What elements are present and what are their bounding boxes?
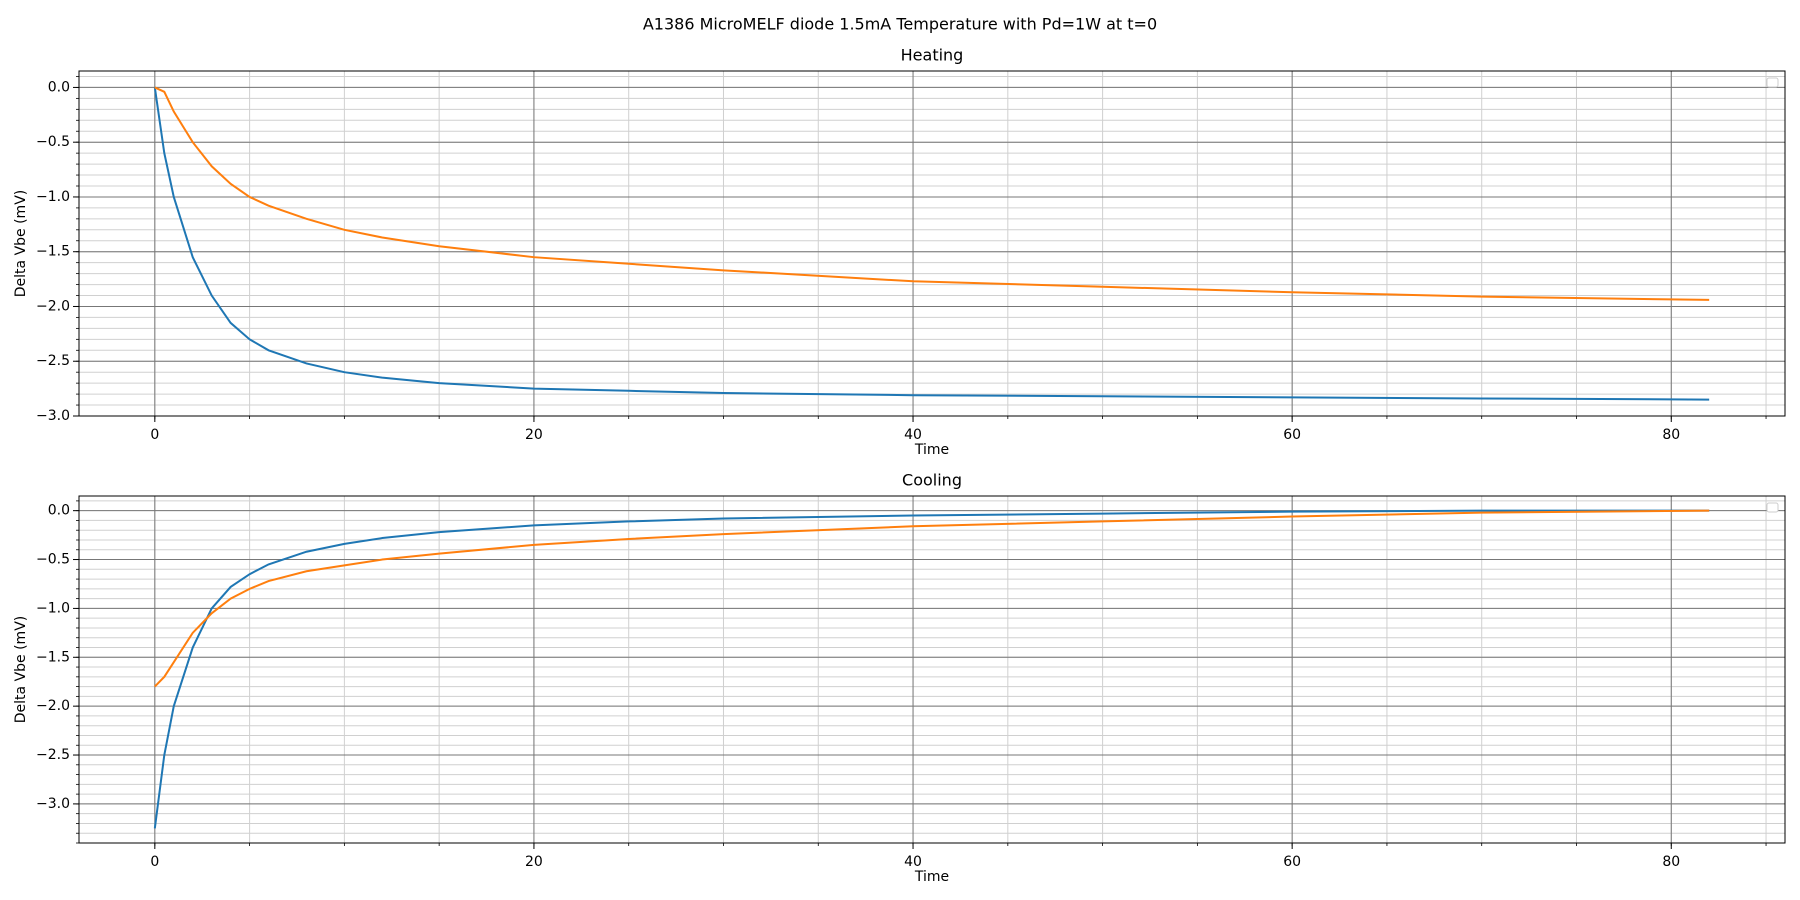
y-tick-label: −2.0 (36, 298, 70, 314)
y-tick-label: −2.5 (36, 353, 70, 369)
y-tick-label: −1.5 (36, 649, 70, 665)
axes-frame (78, 495, 1786, 844)
x-tick-label: 40 (904, 427, 922, 443)
line-series (153, 87, 1710, 401)
axes-frame (78, 70, 1786, 417)
legend (1766, 77, 1779, 88)
axes-title: Cooling (902, 471, 962, 490)
y-tick-label: −3.0 (36, 408, 70, 424)
x-tick-label: 80 (1662, 427, 1680, 443)
legend (1766, 502, 1779, 513)
y-tick-label: −2.0 (36, 698, 70, 714)
y-tick-label: 0.0 (48, 79, 70, 95)
y-tick-label: −3.0 (36, 796, 70, 812)
x-tick-label: 60 (1283, 854, 1301, 870)
line-series (154, 509, 1710, 688)
x-tick-label: 60 (1283, 427, 1301, 443)
x-tick-label: 0 (150, 854, 159, 870)
line-series (154, 86, 1710, 301)
x-tick-label: 0 (150, 427, 159, 443)
x-tick-label: 20 (525, 854, 543, 870)
y-tick-label: −0.5 (36, 134, 70, 150)
y-tick-label: −1.0 (36, 189, 70, 205)
y-tick-label: −0.5 (36, 552, 70, 568)
x-axis-label: Time (914, 869, 949, 885)
y-tick-label: −1.5 (36, 244, 70, 260)
y-tick-label: −1.0 (36, 600, 70, 616)
figure-title: A1386 MicroMELF diode 1.5mA Temperature … (643, 15, 1157, 34)
x-tick-label: 40 (904, 854, 922, 870)
x-axis-label: Time (914, 442, 949, 458)
y-axis-label: Delta Vbe (mV) (13, 190, 29, 297)
line-series (153, 509, 1710, 829)
axes-title: Heating (901, 46, 964, 65)
x-tick-label: 20 (525, 427, 543, 443)
y-tick-label: −2.5 (36, 747, 70, 763)
y-axis-label: Delta Vbe (mV) (13, 616, 29, 723)
y-tick-label: 0.0 (48, 503, 70, 519)
x-tick-label: 80 (1662, 854, 1680, 870)
